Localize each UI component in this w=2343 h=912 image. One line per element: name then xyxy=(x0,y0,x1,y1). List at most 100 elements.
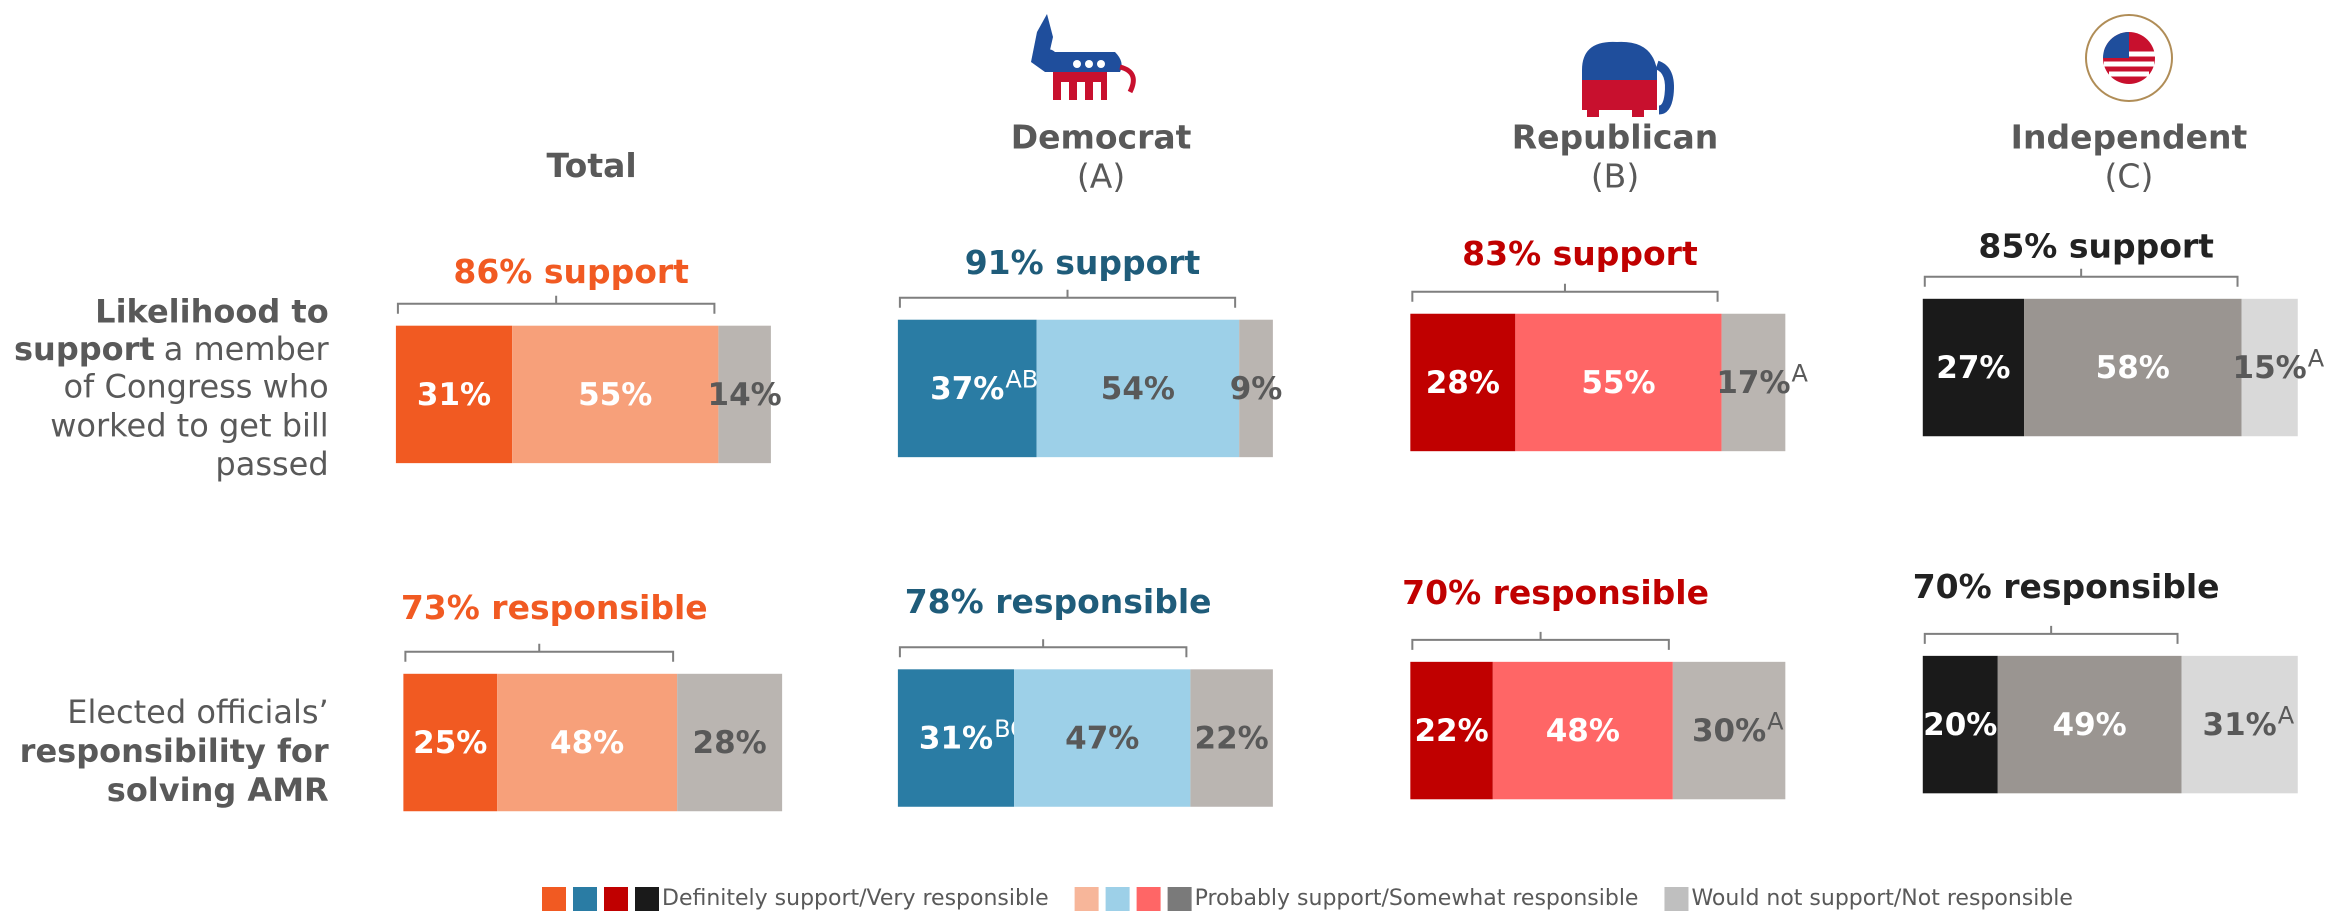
significance-letter: AB xyxy=(1005,365,1038,393)
column-code: (C) xyxy=(2105,156,2154,195)
bracket xyxy=(1923,268,2239,287)
bar-segment xyxy=(1997,655,2182,794)
bar-segment xyxy=(1036,319,1240,458)
bar-segment xyxy=(718,325,771,464)
legend-swatch xyxy=(1074,887,1099,911)
row-label-part: passed xyxy=(215,445,328,483)
row-label-part: Likelihood to xyxy=(95,293,329,331)
segment-label: 31% xyxy=(919,721,993,757)
bar-segment xyxy=(897,669,1015,807)
column-title: Independent xyxy=(2011,117,2248,156)
independent-seal-icon xyxy=(2085,14,2173,102)
bracket xyxy=(898,639,1188,658)
row-label-part: support xyxy=(14,330,155,368)
segment-label: 48% xyxy=(550,725,624,761)
bar-segment xyxy=(512,325,719,464)
segment-label: 54% xyxy=(1101,371,1175,407)
column-title: Republican xyxy=(1512,117,1718,156)
column-code: (A) xyxy=(1077,156,1125,195)
bar-segment xyxy=(1410,313,1516,452)
bar-segment xyxy=(1922,298,2025,437)
bar-segment xyxy=(2181,655,2298,794)
row-label-part: of Congress who xyxy=(63,367,328,405)
segment-label: 14% xyxy=(708,377,782,413)
legend-label: Would not support/Not responsible xyxy=(1691,886,2073,911)
significance-letter: A xyxy=(2278,702,2295,730)
row-label-line: support a member xyxy=(14,330,330,368)
segment-label: 47% xyxy=(1065,721,1139,757)
summary-label: 91% support xyxy=(965,243,1201,282)
bar-segment xyxy=(1721,313,1786,452)
segment-label: 15% xyxy=(2233,350,2307,386)
summary-label: 85% support xyxy=(1978,227,2214,266)
legend-swatch xyxy=(542,887,566,911)
column-title: Total xyxy=(547,146,637,185)
bar-segment xyxy=(1515,313,1722,452)
segment-label: 28% xyxy=(1426,365,1500,401)
segment-label: 55% xyxy=(578,377,652,413)
summary-label: 70% responsible xyxy=(1402,573,1709,612)
segment-label: 28% xyxy=(693,725,767,761)
row-label-part: a member xyxy=(164,330,330,368)
segment-label: 58% xyxy=(2096,350,2170,386)
bar-segment xyxy=(2024,298,2242,437)
significance-letter: A xyxy=(1767,708,1784,736)
column-title: Democrat xyxy=(1011,117,1192,156)
segment-label: 22% xyxy=(1195,721,1269,757)
segment-label: 9% xyxy=(1230,371,1283,407)
row-label-line: worked to get bill xyxy=(50,406,328,444)
bar-segment xyxy=(497,673,678,812)
bracket xyxy=(404,643,675,662)
row-label-part: worked to get bill xyxy=(50,406,328,444)
segment-label: 55% xyxy=(1581,365,1655,401)
legend-swatch xyxy=(635,887,659,911)
segment-label: 49% xyxy=(2053,707,2127,743)
bracket xyxy=(1923,625,2179,644)
donkey-icon xyxy=(1031,14,1136,102)
segment-label: 22% xyxy=(1414,713,1488,749)
bar-segment xyxy=(1410,661,1493,800)
row-label-line: Elected officials’ xyxy=(67,693,328,731)
bar-segment xyxy=(395,325,513,464)
legend-swatch xyxy=(1105,887,1130,911)
significance-letter: A xyxy=(1792,359,1809,387)
bracket xyxy=(1411,283,1719,302)
segment-label: 25% xyxy=(413,725,487,761)
bar-segment xyxy=(1190,669,1273,807)
row-label-line: solving AMR xyxy=(107,771,329,809)
summary-label: 78% responsible xyxy=(905,582,1212,621)
bar-segment xyxy=(1492,661,1673,800)
segment-label: 27% xyxy=(1936,350,2010,386)
row-label-part: Elected officials’ xyxy=(67,693,328,731)
summary-label: 83% support xyxy=(1462,234,1698,273)
bar-segment xyxy=(897,319,1037,458)
bar-segment xyxy=(677,673,783,812)
summary-label: 86% support xyxy=(453,252,689,291)
elephant-icon xyxy=(1582,41,1674,117)
segment-label: 31% xyxy=(417,377,491,413)
row-label-part: responsibility for xyxy=(20,732,329,770)
summary-label: 70% responsible xyxy=(1913,567,2220,606)
significance-letter: A xyxy=(2308,345,2325,373)
legend-swatch xyxy=(604,887,628,911)
bar-segment xyxy=(403,673,498,812)
legend-swatch xyxy=(1136,887,1161,911)
legend-swatch xyxy=(1664,887,1689,911)
legend-label: Probably support/Somewhat responsible xyxy=(1195,886,1639,911)
segment-label: 31% xyxy=(2203,707,2277,743)
row-label-part: solving AMR xyxy=(107,771,329,809)
legend-swatch xyxy=(1167,887,1192,911)
bracket xyxy=(396,295,716,314)
segment-label: 48% xyxy=(1546,713,1620,749)
row-label-line: passed xyxy=(215,445,328,483)
summary-label: 73% responsible xyxy=(401,588,708,627)
row-label-line: of Congress who xyxy=(63,367,328,405)
bracket xyxy=(1411,631,1670,650)
segment-label: 37% xyxy=(930,371,1004,407)
segment-label: 20% xyxy=(1923,707,1997,743)
bar-segment xyxy=(2241,298,2298,437)
segment-label: 17% xyxy=(1716,365,1790,401)
bar-segment xyxy=(1239,319,1273,458)
bar-segment xyxy=(1014,669,1191,807)
bar-segment xyxy=(1672,661,1786,800)
